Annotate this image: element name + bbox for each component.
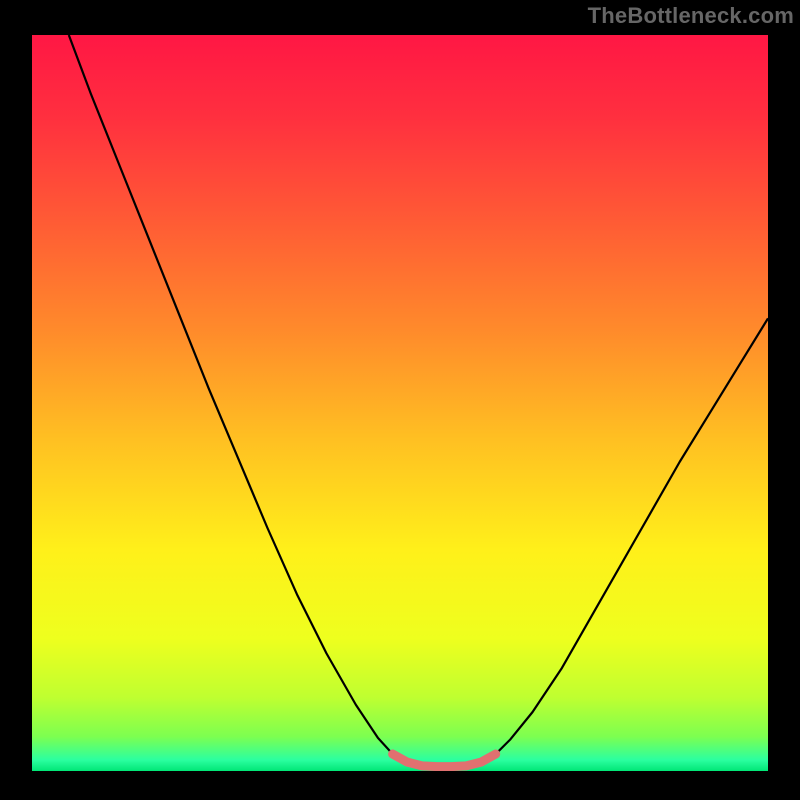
chart-plot-background: [32, 35, 768, 771]
watermark-text: TheBottleneck.com: [588, 3, 794, 29]
bottleneck-chart: [0, 0, 800, 800]
